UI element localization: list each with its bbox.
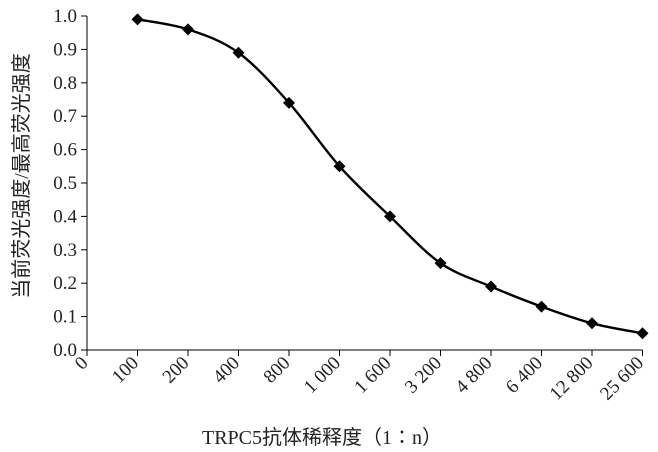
y-tick-label: 0.0 [53, 340, 77, 361]
y-tick-label: 0.4 [53, 206, 77, 227]
y-axis-title: 当前荧光强度/最高荧光强度 [10, 53, 33, 299]
data-point-marker [434, 257, 447, 270]
x-tick-label: 1 600 [350, 353, 395, 398]
y-axis: 0.0 0.1 0.2 0.3 0.4 0.5 0.6 0.7 0.8 0.9 1.0 [53, 6, 88, 361]
data-point-marker [384, 210, 396, 223]
y-tick-label: 0.8 [53, 73, 77, 94]
data-point-marker [485, 280, 497, 293]
x-tick-label: 100 [108, 353, 143, 388]
x-axis-title: TRPC5抗体稀释度（1∶n） [202, 426, 442, 449]
data-point-marker [182, 23, 194, 36]
y-tick-label: 0.9 [53, 39, 77, 60]
y-tick-label: 1.0 [53, 6, 77, 27]
x-tick-label: 0 [71, 353, 93, 375]
x-tick-label: 25 600 [596, 353, 648, 405]
y-tick-label: 0.5 [53, 173, 77, 194]
x-axis: 0 100 200 400 800 1 000 1 600 3 200 4 800 6 40012… [71, 349, 648, 405]
plot-series [131, 13, 649, 340]
data-point-marker [131, 13, 144, 26]
data-point-marker [333, 160, 346, 173]
y-tick-label: 0.2 [53, 273, 77, 294]
data-point-marker [636, 327, 649, 340]
y-tick-label: 0.3 [53, 240, 77, 261]
series-line [137, 18, 643, 335]
x-tick-label: 3 200 [401, 353, 446, 398]
x-tick-label: 400 [209, 353, 244, 388]
data-point-marker [586, 317, 598, 330]
data-point-marker [232, 46, 245, 59]
y-tick-label: 0.6 [53, 140, 77, 161]
x-tick-label: 4 800 [451, 353, 496, 398]
x-tick-label: 800 [260, 353, 295, 388]
data-point-marker [535, 300, 548, 313]
data-point-marker [283, 96, 295, 109]
y-tick-label: 0.7 [53, 106, 77, 127]
x-tick-label: 1 000 [300, 353, 345, 398]
x-tick-label: 12 800 [546, 353, 598, 405]
y-tick-label: 0.1 [53, 307, 77, 328]
x-tick-label: 6 400 [502, 353, 547, 398]
x-tick-label: 200 [159, 353, 194, 388]
